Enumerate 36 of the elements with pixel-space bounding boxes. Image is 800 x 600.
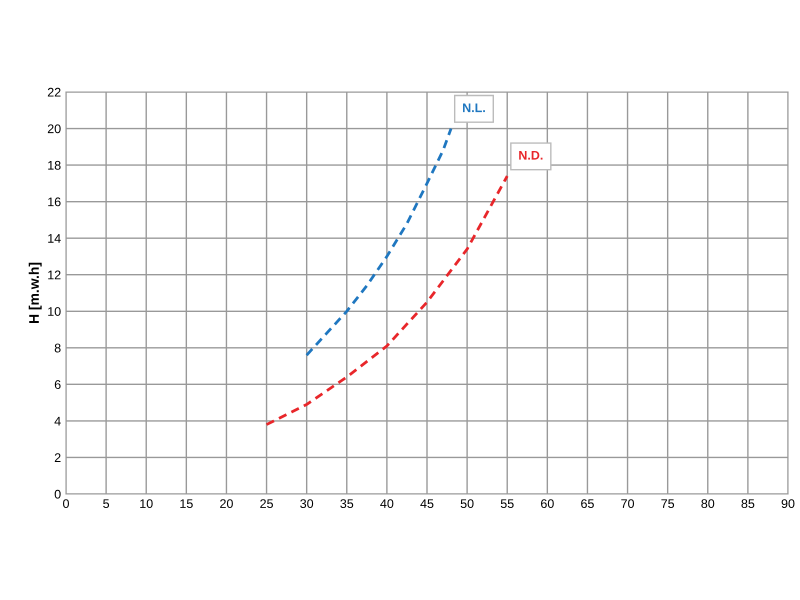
series-label: N.L.	[463, 103, 485, 112]
line-series	[305, 127, 452, 357]
x-tick-label: 35	[340, 499, 354, 508]
y-tick-label: 22	[48, 88, 61, 97]
x-tick-label: 0	[63, 499, 69, 508]
x-tick-label: 25	[260, 499, 273, 508]
y-tick-label: 12	[48, 270, 61, 280]
y-tick-label: 10	[48, 307, 61, 316]
y-tick-label: 2	[54, 453, 61, 462]
x-tick-label: 75	[661, 499, 674, 508]
y-tick-label: 20	[48, 124, 61, 134]
x-tick-label: 50	[460, 499, 474, 508]
y-tick-label: 14	[48, 234, 61, 243]
x-tick-label: 65	[581, 499, 594, 508]
y-tick-label: 8	[54, 344, 61, 352]
series-label: N.D.	[519, 150, 542, 160]
x-tick-label: 60	[541, 499, 554, 508]
x-tick-label: 5	[103, 499, 110, 508]
x-tick-label: 70	[621, 499, 634, 508]
x-tick-label: 40	[380, 499, 394, 508]
y-tick-label: 18	[48, 160, 61, 170]
x-tick-label: 45	[420, 499, 434, 508]
y-tick-label: 4	[54, 416, 61, 426]
x-tick-label: 15	[180, 499, 193, 508]
y-tick-label: 0	[54, 490, 61, 499]
x-tick-label: 30	[300, 499, 314, 508]
y-tick-label: 16	[48, 197, 61, 206]
x-tick-label: 90	[782, 499, 794, 508]
x-tick-label: 55	[500, 499, 514, 508]
x-tick-label: 20	[220, 499, 233, 508]
y-axis-title: H [m.w.h]	[28, 262, 42, 324]
x-tick-label: 85	[741, 499, 754, 508]
x-tick-label: 10	[140, 499, 153, 508]
y-tick-label: 6	[54, 380, 61, 390]
line-series	[265, 174, 509, 426]
x-tick-label: 80	[701, 499, 714, 508]
